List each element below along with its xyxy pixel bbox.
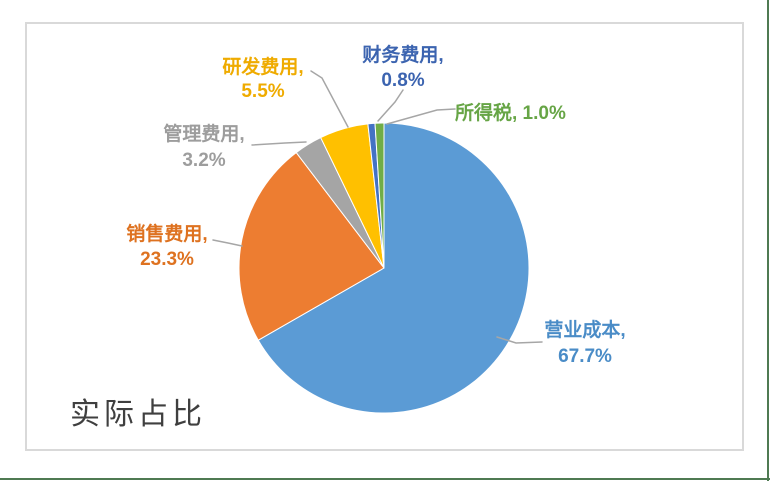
sheet-boundary-line-vertical: [767, 0, 769, 481]
data-label-rd-expense: 研发费用, 5.5%: [222, 55, 303, 102]
leader-line-income-tax: [386, 108, 456, 125]
data-label-operating-cost: 营业成本, 67.7%: [544, 318, 625, 367]
pie-slice-selling-expense[interactable]: [238, 152, 385, 341]
pie-slice-income-tax[interactable]: [374, 122, 385, 269]
leader-line-financial-expense: [377, 89, 404, 122]
data-label-admin-expense: 管理费用, 3.2%: [163, 122, 244, 171]
data-label-financial-expense: 财务费用, 0.8%: [362, 43, 443, 91]
data-label-selling-expense: 销售费用, 23.3%: [126, 222, 207, 270]
leader-line-operating-cost: [496, 336, 543, 344]
leader-line-selling-expense: [212, 239, 243, 247]
leader-line-rd-expense: [310, 70, 349, 128]
data-label-income-tax: 所得税, 1.0%: [455, 101, 566, 124]
sheet-boundary-line-horizontal: [0, 478, 770, 480]
leader-line-admin-expense: [251, 141, 307, 146]
chart-title: 实际占比: [70, 398, 206, 431]
